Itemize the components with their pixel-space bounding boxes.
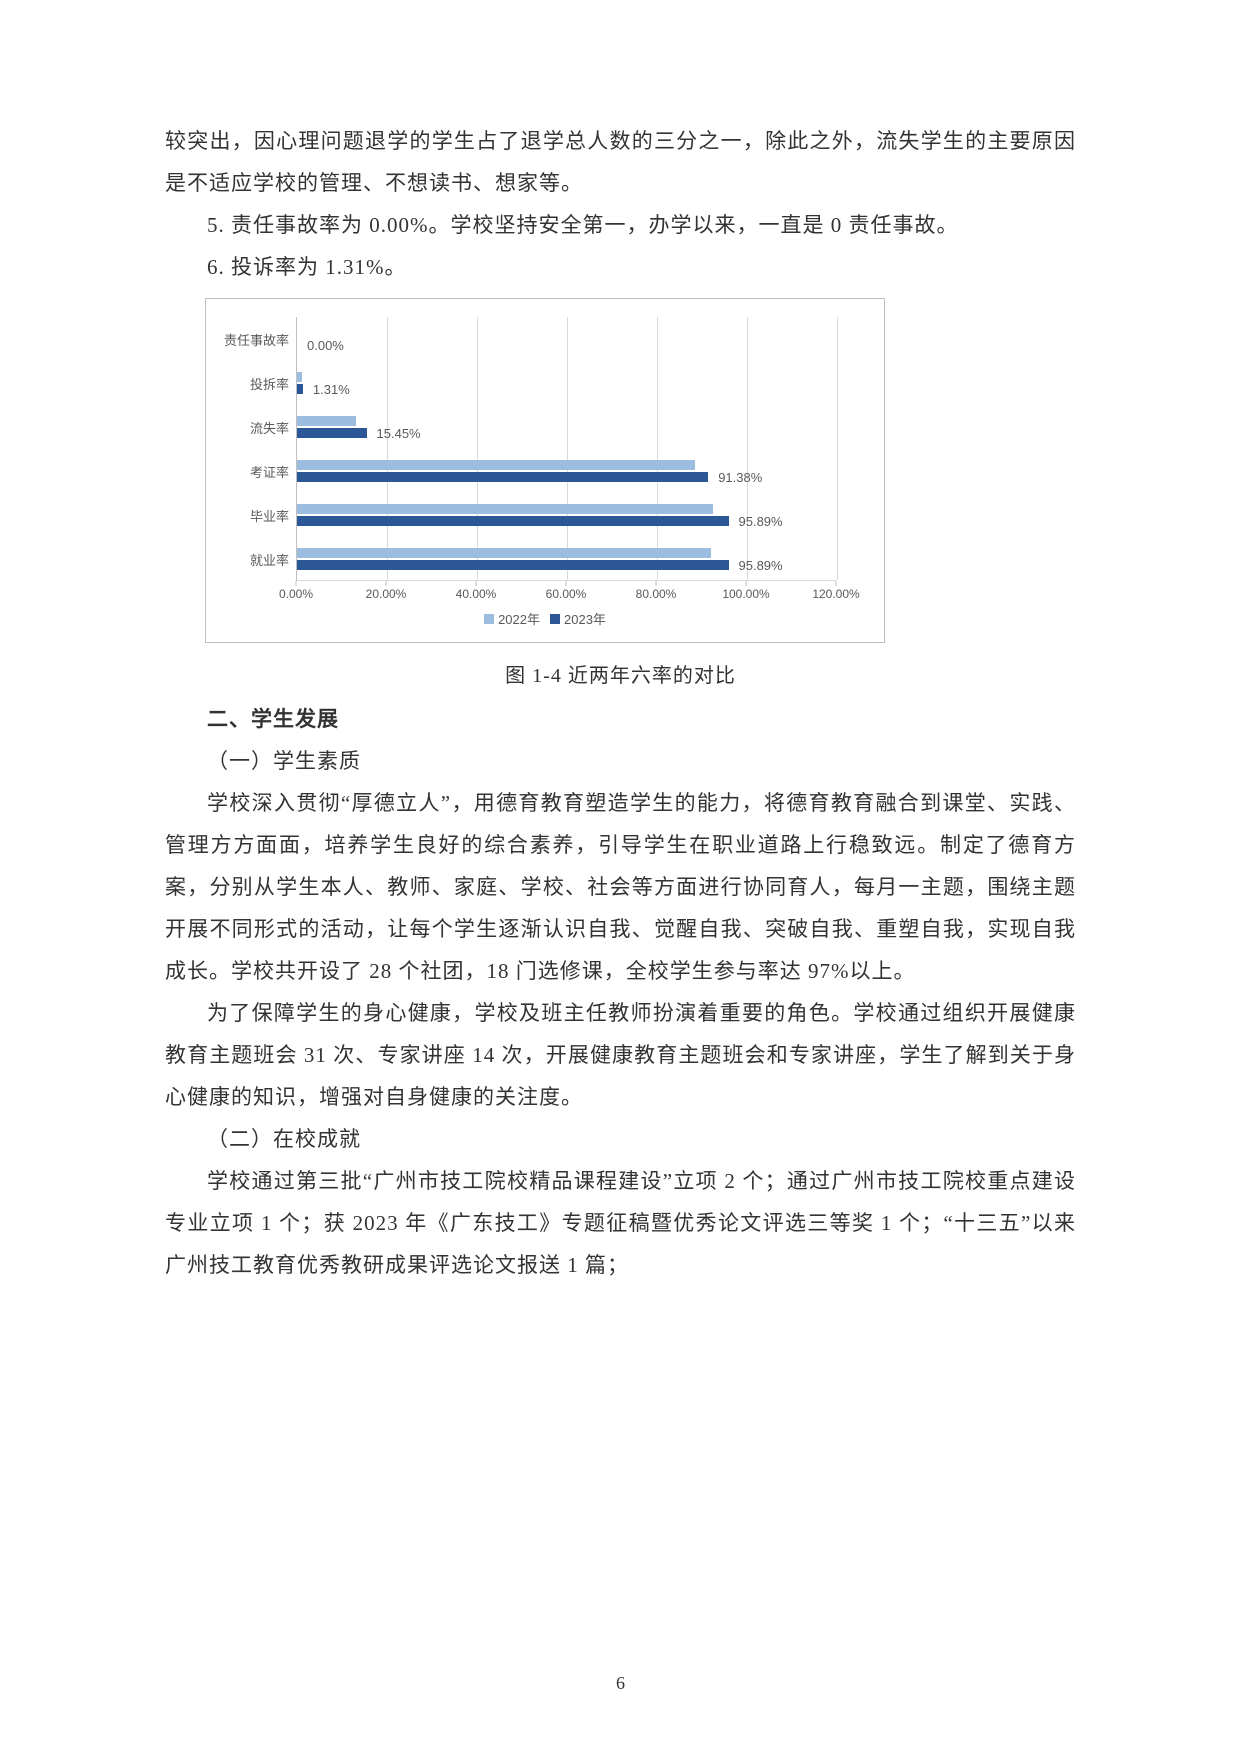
chart-bar bbox=[297, 516, 729, 526]
chart-bar bbox=[297, 372, 302, 382]
legend-label: 2022年 bbox=[498, 612, 540, 627]
chart-y-category: 考证率 bbox=[219, 462, 289, 481]
page-number: 6 bbox=[0, 1673, 1241, 1694]
chart-x-tick-label: 100.00% bbox=[722, 587, 769, 601]
chart-y-category: 流失率 bbox=[219, 418, 289, 437]
chart-x-tick-label: 120.00% bbox=[812, 587, 859, 601]
chart-bar bbox=[297, 384, 303, 394]
chart-gridline bbox=[567, 317, 568, 580]
paragraph-achievements: 学校通过第三批“广州市技工院校精品课程建设”立项 2 个；通过广州市技工院校重点… bbox=[165, 1160, 1076, 1286]
chart-bar bbox=[297, 428, 367, 438]
chart-bar bbox=[297, 548, 711, 558]
chart-plot-area: 责任事故率0.00%投拆率1.31%流失率15.45%考证率91.38%毕业率9… bbox=[296, 317, 836, 581]
chart-bar bbox=[297, 460, 695, 470]
chart-x-tick-mark bbox=[296, 581, 297, 586]
chart-x-axis: 0.00%20.00%40.00%60.00%80.00%100.00%120.… bbox=[296, 581, 836, 603]
chart-x-tick-mark bbox=[836, 581, 837, 586]
chart-y-category: 就业率 bbox=[219, 550, 289, 569]
chart-caption: 图 1-4 近两年六率的对比 bbox=[165, 659, 1076, 688]
chart-bar bbox=[297, 504, 713, 514]
chart-value-label: 91.38% bbox=[718, 470, 762, 485]
chart-x-tick-label: 0.00% bbox=[279, 587, 313, 601]
legend-swatch bbox=[550, 614, 560, 624]
paragraph-item-5: 5. 责任事故率为 0.00%。学校坚持安全第一，办学以来，一直是 0 责任事故… bbox=[165, 204, 1076, 246]
legend-label: 2023年 bbox=[564, 612, 606, 627]
chart-gridline bbox=[837, 317, 838, 580]
paragraph-continuation: 较突出，因心理问题退学的学生占了退学总人数的三分之一，除此之外，流失学生的主要原… bbox=[165, 120, 1076, 204]
chart-x-tick-mark bbox=[386, 581, 387, 586]
paragraph-item-6: 6. 投诉率为 1.31%。 bbox=[165, 246, 1076, 288]
subheading-achievements: （二）在校成就 bbox=[165, 1118, 1076, 1160]
chart-x-tick-label: 20.00% bbox=[366, 587, 407, 601]
chart-x-tick-label: 80.00% bbox=[636, 587, 677, 601]
chart-x-tick-mark bbox=[566, 581, 567, 586]
chart-bar bbox=[297, 560, 729, 570]
chart-value-label: 95.89% bbox=[739, 514, 783, 529]
chart-bar bbox=[297, 416, 356, 426]
six-rates-chart: 责任事故率 0.00% 投拆率 1.31% 流失率 15.45% 考证率 91.38% 毕业率 9… bbox=[205, 298, 885, 643]
paragraph-quality-1: 学校深入贯彻“厚德立人”，用德育教育塑造学生的能力，将德育教育融合到课堂、实践、… bbox=[165, 782, 1076, 992]
chart-y-category: 毕业率 bbox=[219, 506, 289, 525]
chart-y-category: 责任事故率 bbox=[219, 330, 289, 349]
chart-y-category: 投拆率 bbox=[219, 374, 289, 393]
chart-gridline bbox=[477, 317, 478, 580]
chart-x-tick-mark bbox=[746, 581, 747, 586]
chart-gridline bbox=[747, 317, 748, 580]
chart-x-tick-label: 40.00% bbox=[456, 587, 497, 601]
section-heading-2: 二、学生发展 bbox=[165, 698, 1076, 740]
chart-legend: 2022年 2023年 bbox=[224, 609, 856, 628]
paragraph-quality-2: 为了保障学生的身心健康，学校及班主任教师扮演着重要的角色。学校通过组织开展健康教… bbox=[165, 992, 1076, 1118]
chart-value-label: 1.31% bbox=[313, 382, 350, 397]
chart-x-tick-mark bbox=[656, 581, 657, 586]
chart-x-tick-mark bbox=[476, 581, 477, 586]
chart-x-tick-label: 60.00% bbox=[546, 587, 587, 601]
subheading-student-quality: （一）学生素质 bbox=[165, 740, 1076, 782]
legend-swatch bbox=[484, 614, 494, 624]
chart-value-label: 15.45% bbox=[377, 426, 421, 441]
chart-value-label: 95.89% bbox=[739, 558, 783, 573]
chart-value-label: 0.00% bbox=[307, 338, 344, 353]
chart-bar bbox=[297, 472, 708, 482]
chart-gridline bbox=[387, 317, 388, 580]
chart-gridline bbox=[657, 317, 658, 580]
